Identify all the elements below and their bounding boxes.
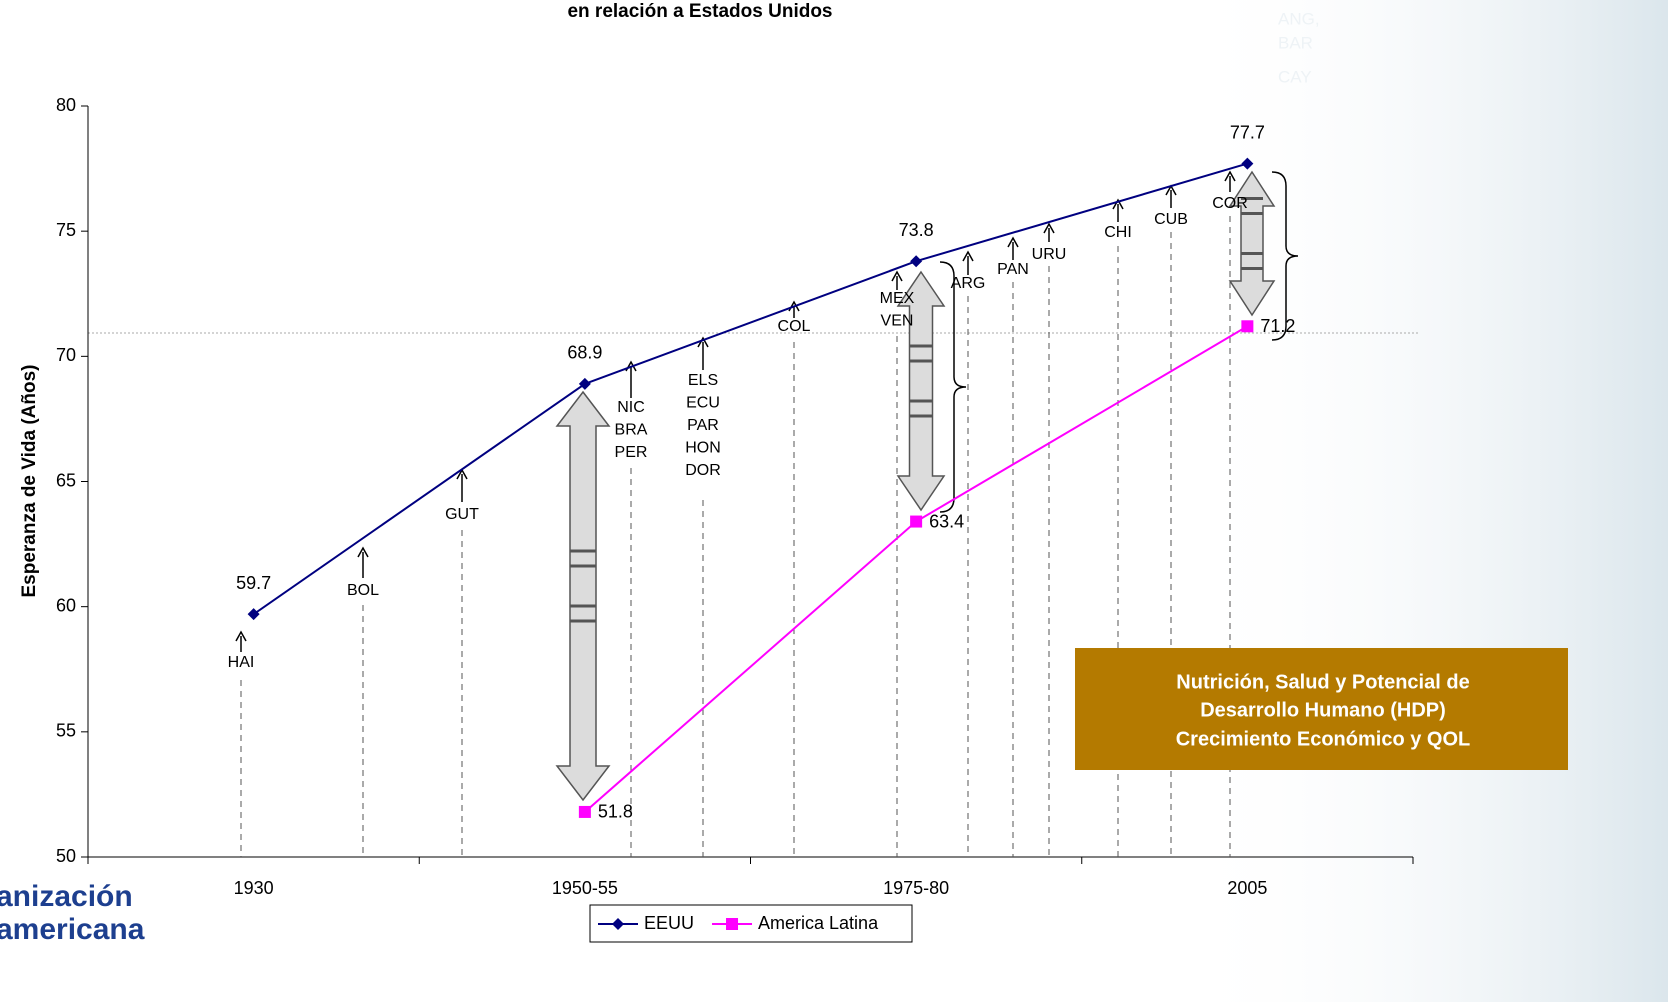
annotation-label: HON: [685, 440, 721, 457]
annotation-label: BOL: [347, 582, 379, 599]
faint-label: CAY: [1278, 67, 1312, 86]
legend-marker: [726, 918, 739, 930]
annotation-label: NIC: [617, 399, 645, 416]
note-text: Desarrollo Humano (HDP): [1200, 699, 1446, 721]
marker: [247, 608, 260, 621]
faint-label: ANG,: [1278, 9, 1320, 28]
marker: [1241, 320, 1254, 333]
annotation-arrowhead: [1007, 236, 1019, 248]
series-line: [253, 162, 1248, 615]
logo-text: anización: [0, 880, 133, 913]
y-tick-label: 70: [56, 345, 76, 365]
legend-label: America Latina: [758, 913, 879, 933]
annotation-label: BRA: [615, 422, 648, 439]
annotation-label: ARG: [951, 275, 986, 292]
x-tick-label: 1975-80: [883, 878, 949, 898]
marker: [578, 377, 591, 390]
chart-title: en relación a Estados Unidos: [567, 1, 832, 22]
y-axis-label: Esperanza de Vida (Años): [19, 365, 40, 598]
annotation-label: HAI: [228, 654, 255, 671]
brace: [939, 261, 967, 513]
y-tick-label: 60: [56, 595, 76, 615]
data-label: 71.2: [1260, 316, 1295, 336]
annotation-label: CHI: [1104, 224, 1132, 241]
note-box: [1075, 648, 1568, 770]
annotation-arrowhead: [235, 630, 247, 642]
annotation-label: COL: [778, 318, 811, 335]
data-label: 68.9: [567, 343, 602, 363]
marker: [910, 255, 923, 268]
marker: [910, 515, 923, 528]
brace: [1271, 171, 1299, 341]
y-tick-label: 50: [56, 846, 76, 866]
annotation-label: PAN: [997, 261, 1029, 278]
y-tick-label: 75: [56, 220, 76, 240]
annotation-label: ECU: [686, 395, 720, 412]
annotation-arrowhead: [962, 250, 974, 262]
x-tick-label: 2005: [1227, 878, 1267, 898]
marker: [1241, 157, 1254, 170]
annotation-label: GUT: [445, 506, 479, 523]
x-tick-label: 1950-55: [552, 878, 618, 898]
legend-marker: [612, 918, 624, 930]
gap-arrow: [1228, 170, 1276, 317]
annotation-label: CUB: [1154, 211, 1188, 228]
y-tick-label: 55: [56, 721, 76, 741]
marker: [578, 805, 591, 818]
gap-arrow: [555, 390, 611, 802]
x-tick-label: 1930: [234, 878, 274, 898]
y-tick-label: 65: [56, 470, 76, 490]
note-text: Nutrición, Salud y Potencial de: [1176, 671, 1469, 693]
annotation-label: ELS: [688, 372, 718, 389]
annotation-label: MEX: [880, 290, 915, 307]
data-label: 51.8: [598, 802, 633, 822]
decorations: [235, 170, 1299, 857]
annotation-label: DOR: [685, 462, 721, 479]
faint-label: BAR: [1278, 33, 1313, 52]
annotation-arrowhead: [891, 270, 903, 282]
data-label: 77.7: [1230, 122, 1265, 142]
annotation-arrowhead: [1112, 198, 1124, 210]
annotation-label: PER: [615, 444, 648, 461]
note-text: Crecimiento Económico y QOL: [1176, 728, 1471, 750]
annotation-arrowhead: [1043, 222, 1055, 234]
data-label: 59.7: [236, 573, 271, 593]
annotation-label: URU: [1032, 246, 1067, 263]
annotation-arrowhead: [697, 336, 709, 348]
y-tick-label: 80: [56, 95, 76, 115]
legend-label: EEUU: [644, 913, 694, 933]
annotation-arrowhead: [357, 546, 369, 558]
logo-text: americana: [0, 913, 145, 946]
background: [1180, 0, 1668, 1002]
gap-arrow: [896, 270, 946, 512]
data-label: 63.4: [929, 511, 964, 531]
annotation-label: COR: [1212, 195, 1248, 212]
annotation-label: PAR: [687, 417, 719, 434]
data-label: 73.8: [899, 220, 934, 240]
annotation-arrowhead: [1224, 170, 1236, 182]
annotation-label: VEN: [881, 313, 914, 330]
